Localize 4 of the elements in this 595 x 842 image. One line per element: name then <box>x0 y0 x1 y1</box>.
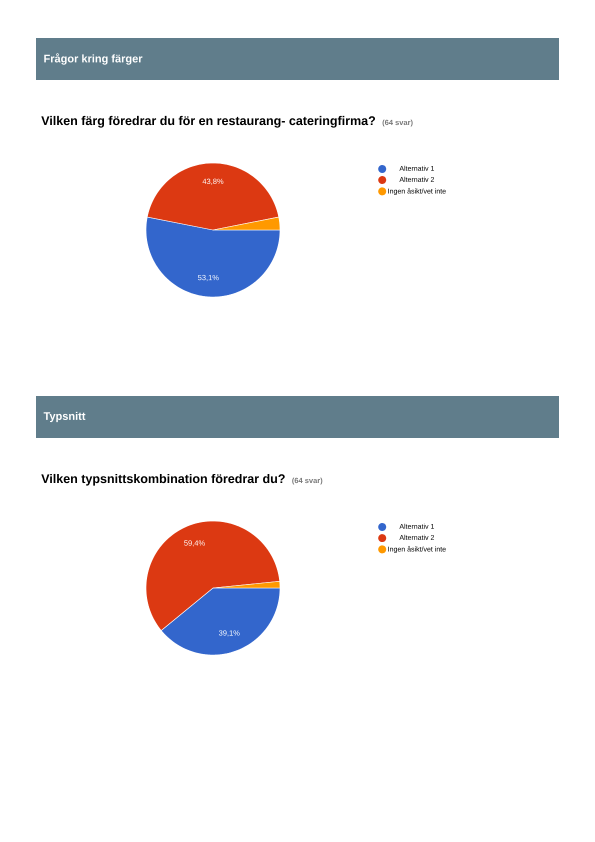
chart-title: Typsnitt <box>44 412 86 422</box>
chart-subtitle: Vilken färg föredrar du för en restaurang- cateringfirma? <box>41 116 376 128</box>
chart-title: Frågor kring färger <box>44 53 142 65</box>
chart-subtitle: Vilken typsnittskombination föredrar du? <box>41 474 285 486</box>
